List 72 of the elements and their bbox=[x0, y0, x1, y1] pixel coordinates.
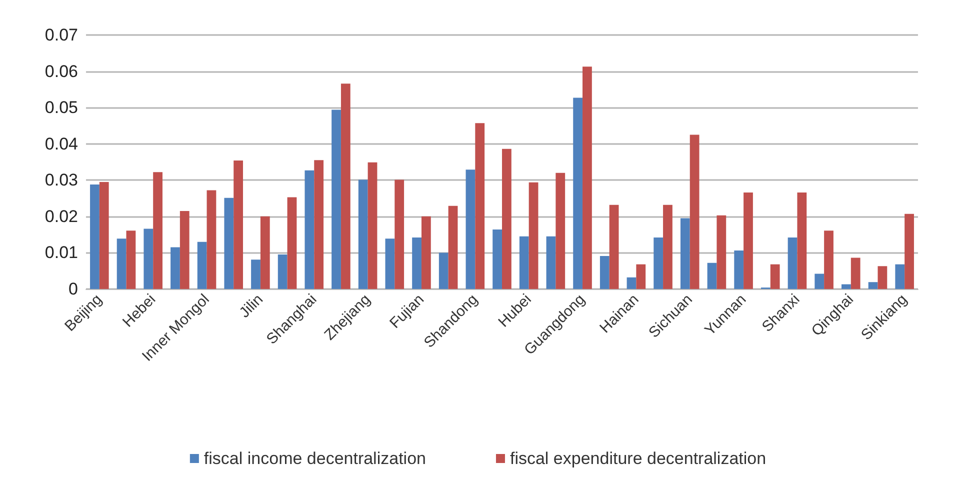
y-tick-label: 0.07 bbox=[44, 26, 78, 44]
y-tick-label: 0.05 bbox=[44, 98, 78, 118]
bar bbox=[170, 247, 180, 289]
bar bbox=[116, 238, 126, 289]
bar bbox=[385, 238, 395, 289]
bar bbox=[868, 282, 878, 289]
bar bbox=[421, 216, 431, 289]
y-tick-label: 0.02 bbox=[44, 206, 78, 226]
bar bbox=[502, 148, 512, 289]
bar bbox=[99, 182, 109, 289]
bar bbox=[878, 266, 888, 289]
bar bbox=[260, 216, 270, 289]
bar bbox=[716, 215, 726, 289]
bar bbox=[636, 264, 646, 289]
y-tick-label: 0 bbox=[68, 280, 78, 298]
bar bbox=[368, 162, 378, 289]
bar bbox=[654, 237, 664, 289]
bar bbox=[519, 236, 529, 289]
bar bbox=[770, 264, 780, 289]
bar bbox=[144, 228, 154, 289]
bar bbox=[438, 252, 448, 289]
bar bbox=[448, 206, 458, 289]
bar bbox=[492, 229, 502, 289]
legend-label: fiscal income decentralization bbox=[204, 449, 426, 468]
bar bbox=[850, 258, 860, 289]
bar bbox=[180, 210, 190, 289]
bar bbox=[412, 237, 422, 289]
bar bbox=[358, 180, 368, 289]
bar bbox=[573, 98, 583, 289]
bar bbox=[895, 264, 905, 289]
bar bbox=[788, 237, 798, 289]
bar bbox=[224, 198, 234, 289]
bar bbox=[707, 262, 717, 289]
bar bbox=[680, 218, 690, 289]
bar bbox=[824, 230, 834, 289]
bar bbox=[126, 230, 136, 289]
bar bbox=[304, 170, 314, 289]
bar bbox=[600, 256, 610, 289]
x-tick-label: Jilin bbox=[236, 290, 266, 322]
bar bbox=[314, 160, 324, 289]
bar bbox=[197, 242, 207, 289]
bar bbox=[528, 182, 538, 289]
bar bbox=[904, 214, 914, 289]
bar bbox=[609, 204, 619, 289]
bar bbox=[206, 190, 216, 289]
bar bbox=[814, 274, 824, 289]
y-tick-label: 0.01 bbox=[44, 243, 78, 262]
bar bbox=[278, 254, 288, 289]
bar bbox=[842, 284, 851, 289]
bar bbox=[663, 204, 672, 289]
bar bbox=[332, 110, 341, 289]
bar bbox=[234, 160, 244, 289]
bar bbox=[251, 260, 260, 289]
bar bbox=[90, 184, 100, 289]
bar bbox=[797, 192, 807, 289]
bar bbox=[287, 197, 297, 289]
bar bbox=[582, 66, 592, 289]
bar bbox=[734, 250, 744, 289]
bar bbox=[556, 172, 566, 289]
bar bbox=[690, 134, 700, 289]
bar bbox=[626, 277, 636, 289]
y-tick-label: 0.06 bbox=[44, 62, 78, 81]
y-tick-label: 0.04 bbox=[44, 134, 78, 154]
bar bbox=[546, 236, 556, 289]
bar bbox=[475, 123, 485, 289]
bar bbox=[153, 172, 162, 289]
bar bbox=[744, 192, 753, 289]
y-tick-label: 0.03 bbox=[44, 170, 78, 190]
bar bbox=[394, 180, 404, 289]
bar bbox=[466, 170, 476, 289]
bar bbox=[340, 84, 350, 289]
legend-label: fiscal expenditure decentralization bbox=[510, 449, 766, 468]
